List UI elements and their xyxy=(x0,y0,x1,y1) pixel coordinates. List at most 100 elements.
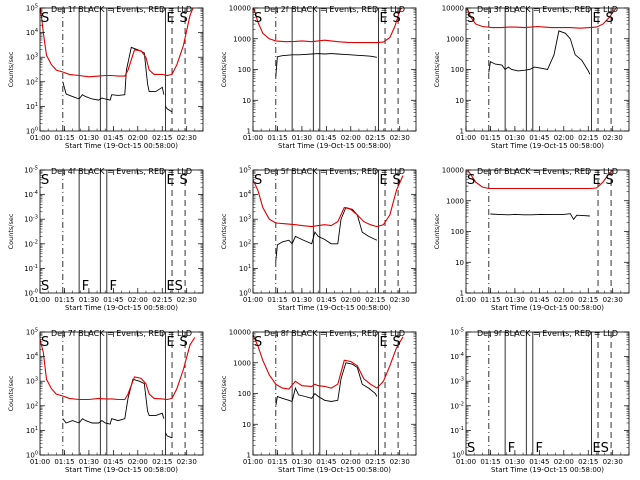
event-marker-label: F xyxy=(109,279,116,294)
x-axis-label: Start Time (19-Oct-15 00:58:00) xyxy=(278,304,391,312)
y-tick-label: 105 xyxy=(26,4,38,13)
event-marker-label: E xyxy=(593,11,601,26)
y-axis-label: Counts/sec xyxy=(433,51,441,87)
event-marker-label: S xyxy=(254,335,262,350)
events-series-line xyxy=(165,106,173,113)
x-tick-label: 02:15 xyxy=(578,296,598,304)
y-tick-label: 100 xyxy=(238,390,251,398)
events-series-line xyxy=(62,378,165,425)
y-tick-label: 1000 xyxy=(233,359,251,367)
plot-frame xyxy=(39,169,204,294)
x-tick-label: 02:15 xyxy=(365,134,385,142)
event-marker-label: E xyxy=(593,441,601,456)
event-marker-label: S xyxy=(41,173,49,188)
y-tick-label: 1000 xyxy=(233,35,251,43)
x-tick-label: 01:15 xyxy=(480,458,500,466)
x-tick-label: 01:00 xyxy=(243,134,263,142)
x-tick-label: 02:00 xyxy=(128,296,148,304)
y-tick-label: 10000 xyxy=(229,329,251,337)
y-tick-label: 101 xyxy=(239,264,251,273)
panel-title: Det 2f BLACK = Events, RED = LLD xyxy=(264,5,405,14)
x-tick-label: 01:15 xyxy=(54,458,74,466)
lld-series-line xyxy=(253,175,404,228)
x-tick-label: 01:00 xyxy=(30,458,50,466)
x-tick-label: 02:30 xyxy=(603,296,623,304)
event-marker-label: S xyxy=(180,11,188,26)
y-tick-label: 104 xyxy=(26,352,38,361)
x-tick-label: 01:45 xyxy=(103,296,123,304)
lld-series-line xyxy=(253,334,404,390)
x-axis-label: Start Time (19-Oct-15 00:58:00) xyxy=(491,466,604,474)
panel-title: Det 4f BLACK = Events, RED = LLD xyxy=(51,167,192,176)
x-tick-label: 01:30 xyxy=(292,296,312,304)
detector-panel: Det 6f BLACK = Events, RED = LLD 1 10 100 10… xyxy=(433,167,630,312)
y-axis-label: Counts/sec xyxy=(433,213,441,249)
event-marker-label: E xyxy=(167,279,175,294)
y-axis-label: Counts/sec xyxy=(220,213,228,249)
x-tick-label: 01:30 xyxy=(292,458,312,466)
event-marker-label: E xyxy=(593,173,601,188)
lld-series-line xyxy=(466,170,614,190)
panel-title: Det 6f BLACK = Events, RED = LLD xyxy=(477,167,618,176)
y-tick-label: 1 xyxy=(460,128,464,136)
event-marker-label: F xyxy=(82,279,89,294)
x-tick-label: 02:00 xyxy=(341,296,361,304)
event-marker-label: E xyxy=(380,173,388,188)
x-tick-label: 02:00 xyxy=(554,134,574,142)
event-marker-label: S xyxy=(41,335,49,350)
x-tick-label: 01:15 xyxy=(54,134,74,142)
event-marker-label: E xyxy=(167,335,175,350)
panel-title: Det 5f BLACK = Events, RED = LLD xyxy=(264,167,405,176)
event-marker-label: E xyxy=(380,335,388,350)
event-marker-label: F xyxy=(508,441,515,456)
plot-frame xyxy=(39,331,204,456)
x-tick-label: 02:15 xyxy=(152,296,172,304)
events-series-line xyxy=(275,53,377,77)
x-tick-label: 01:30 xyxy=(292,134,312,142)
event-marker-label: S xyxy=(393,173,401,188)
x-tick-label: 02:00 xyxy=(341,458,361,466)
x-tick-label: 01:00 xyxy=(243,458,263,466)
x-tick-label: 02:15 xyxy=(152,134,172,142)
event-marker-label: S xyxy=(606,173,614,188)
y-tick-label: 100 xyxy=(26,127,38,136)
x-tick-label: 02:30 xyxy=(390,296,410,304)
event-marker-label: S xyxy=(41,279,49,294)
y-tick-label: 10000 xyxy=(442,167,464,175)
event-marker-label: E xyxy=(167,173,175,188)
event-marker-label: E xyxy=(380,11,388,26)
y-axis-label: Counts/sec xyxy=(7,375,15,411)
event-marker-label: S xyxy=(467,441,475,456)
x-tick-label: 02:15 xyxy=(365,458,385,466)
detector-panel: Det 7f BLACK = Events, RED = LLD 100 101 10… xyxy=(7,328,204,474)
lld-series-line xyxy=(40,337,196,401)
x-tick-label: 01:00 xyxy=(30,134,50,142)
x-tick-label: 01:45 xyxy=(529,458,549,466)
y-tick-label: 104 xyxy=(239,190,251,199)
y-tick-label: 101 xyxy=(26,426,38,435)
y-tick-label: 1 xyxy=(247,128,251,136)
x-tick-label: 02:00 xyxy=(554,458,574,466)
y-tick-label: 10-4 xyxy=(450,352,464,361)
y-tick-label: 105 xyxy=(26,328,38,337)
y-tick-label: 103 xyxy=(26,53,38,62)
plot-frame xyxy=(39,7,204,132)
plot-frame xyxy=(252,169,417,294)
events-series-line xyxy=(62,46,165,101)
x-tick-label: 02:30 xyxy=(177,134,197,142)
y-tick-label: 100 xyxy=(452,451,464,460)
event-marker-label: S xyxy=(467,11,475,26)
x-tick-label: 02:30 xyxy=(603,134,623,142)
y-axis-label: Counts/sec xyxy=(220,51,228,87)
event-marker-label: S xyxy=(393,335,401,350)
y-axis-label: Counts/sec xyxy=(7,51,15,87)
y-tick-label: 10000 xyxy=(442,5,464,13)
y-tick-label: 10-0 xyxy=(24,289,38,298)
y-tick-label: 10-5 xyxy=(24,166,38,175)
plot-frame xyxy=(252,331,417,456)
x-tick-label: 01:30 xyxy=(505,458,525,466)
lld-series-line xyxy=(253,8,403,44)
x-tick-label: 01:45 xyxy=(103,458,123,466)
panel-title: Det 9f BLACK = Events, RED = LLD xyxy=(477,329,618,338)
detector-panel: Det 4f BLACK = Events, RED = LLD 10-0 10-1… xyxy=(7,166,204,312)
